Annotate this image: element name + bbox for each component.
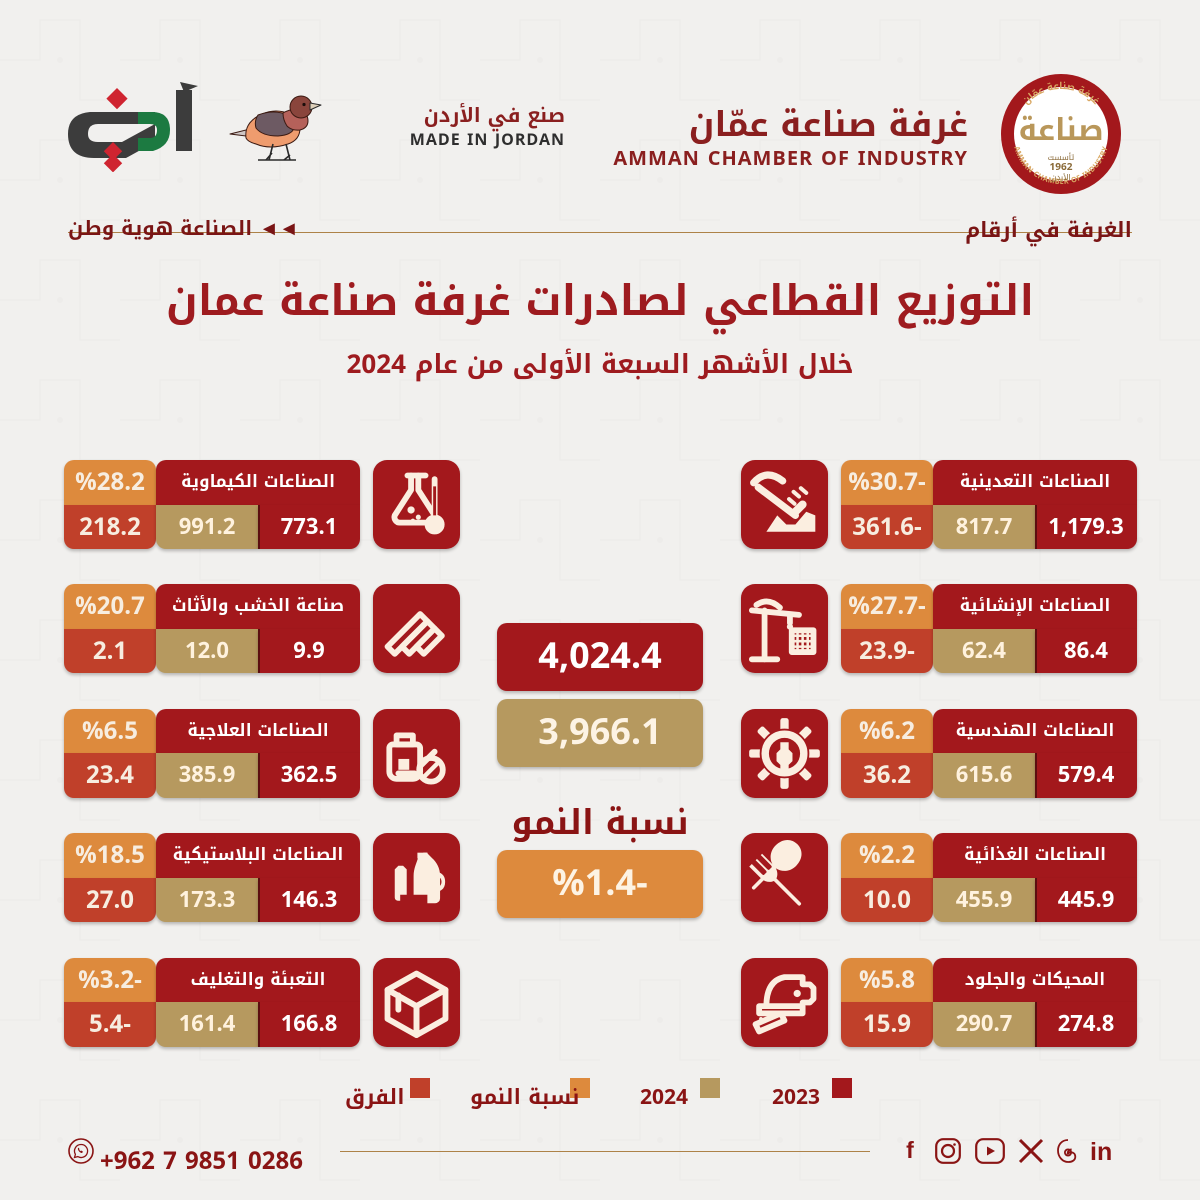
svg-text:الأردن: الأردن [1051, 170, 1071, 185]
svg-text:f: f [906, 1137, 914, 1163]
